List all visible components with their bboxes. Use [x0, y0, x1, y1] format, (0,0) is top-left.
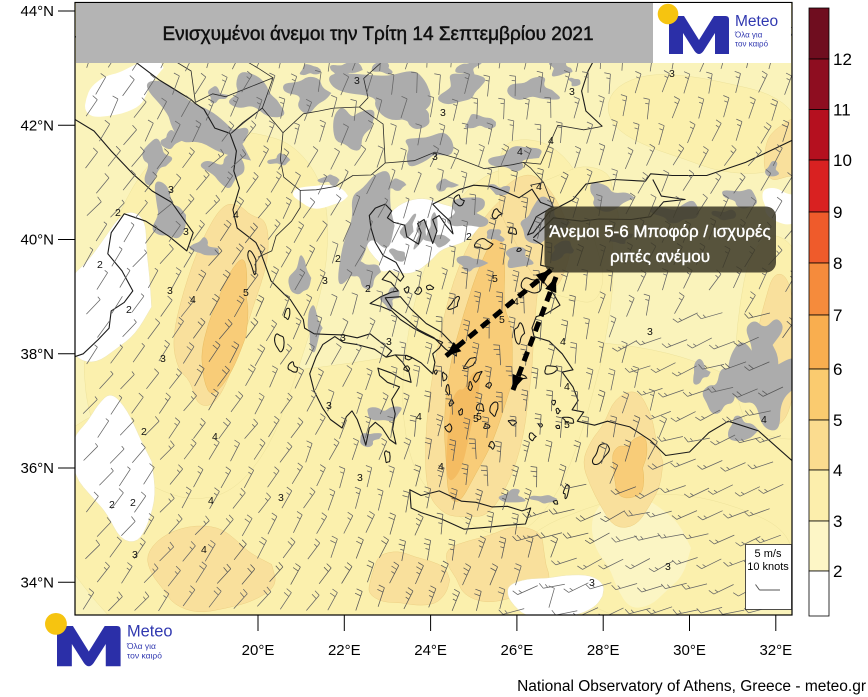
svg-text:3: 3: [354, 75, 360, 87]
svg-text:4: 4: [438, 461, 444, 473]
svg-text:10: 10: [833, 151, 852, 170]
svg-text:8: 8: [833, 254, 842, 273]
svg-text:3: 3: [132, 549, 138, 561]
svg-text:42°N: 42°N: [20, 117, 54, 134]
svg-text:12: 12: [833, 50, 852, 69]
svg-text:10 knots: 10 knots: [747, 561, 789, 573]
svg-text:3: 3: [183, 226, 189, 238]
svg-text:11: 11: [833, 101, 851, 120]
svg-text:32°E: 32°E: [759, 642, 792, 659]
svg-text:5: 5: [243, 287, 249, 299]
svg-text:2: 2: [115, 207, 121, 219]
svg-text:3: 3: [665, 561, 671, 573]
svg-text:National Observatory of Athens: National Observatory of Athens, Greece -…: [517, 678, 866, 695]
svg-text:τον καιρό: τον καιρό: [127, 650, 162, 660]
svg-text:ριπές ανέμου: ριπές ανέμου: [610, 247, 710, 266]
svg-text:2: 2: [833, 562, 842, 581]
svg-text:4: 4: [201, 544, 207, 556]
svg-text:3: 3: [569, 86, 575, 98]
svg-text:4: 4: [212, 431, 218, 443]
svg-text:5: 5: [833, 411, 842, 430]
svg-text:28°E: 28°E: [587, 642, 620, 659]
svg-text:44°N: 44°N: [20, 3, 54, 20]
svg-text:4: 4: [233, 209, 239, 221]
svg-text:22°E: 22°E: [328, 642, 361, 659]
svg-text:3: 3: [357, 472, 363, 484]
svg-text:4: 4: [208, 495, 214, 507]
svg-text:2: 2: [141, 426, 147, 438]
svg-text:2: 2: [109, 499, 115, 511]
svg-text:3: 3: [669, 68, 675, 80]
svg-text:30°E: 30°E: [673, 642, 706, 659]
svg-text:2: 2: [365, 283, 371, 295]
svg-text:5: 5: [492, 273, 498, 285]
svg-text:3: 3: [589, 577, 595, 589]
svg-text:3: 3: [386, 336, 392, 348]
svg-text:3: 3: [322, 275, 328, 287]
svg-text:2: 2: [466, 231, 472, 243]
svg-text:4: 4: [761, 414, 767, 426]
svg-text:Meteo: Meteo: [735, 13, 778, 30]
svg-text:4: 4: [536, 181, 542, 193]
svg-text:3: 3: [340, 332, 346, 344]
svg-text:τον καιρό: τον καιρό: [735, 40, 769, 49]
svg-text:9: 9: [833, 203, 842, 222]
svg-text:4: 4: [416, 411, 422, 423]
svg-text:5: 5: [473, 413, 479, 425]
svg-text:4: 4: [564, 381, 570, 393]
svg-text:3: 3: [278, 492, 284, 504]
svg-text:6: 6: [833, 360, 842, 379]
svg-text:2: 2: [97, 259, 103, 271]
svg-text:20°E: 20°E: [242, 642, 275, 659]
svg-text:26°E: 26°E: [501, 642, 534, 659]
svg-text:2: 2: [126, 304, 132, 316]
svg-text:3: 3: [833, 512, 842, 531]
svg-text:3: 3: [432, 151, 438, 163]
svg-text:3: 3: [167, 285, 173, 297]
svg-text:24°E: 24°E: [414, 642, 447, 659]
svg-text:36°N: 36°N: [20, 460, 54, 477]
svg-text:5 m/s: 5 m/s: [755, 548, 782, 560]
svg-text:3: 3: [326, 400, 332, 412]
svg-text:3: 3: [160, 353, 166, 365]
svg-text:Όλα για: Όλα για: [734, 31, 763, 40]
svg-text:5: 5: [564, 419, 570, 431]
svg-text:7: 7: [833, 306, 842, 325]
svg-text:5: 5: [499, 314, 505, 326]
svg-text:4: 4: [548, 135, 554, 147]
svg-text:Ενισχυμένοι άνεμοι την Τρίτη 1: Ενισχυμένοι άνεμοι την Τρίτη 14 Σεπτεμβρ…: [162, 24, 593, 45]
svg-text:Όλα για: Όλα για: [126, 641, 156, 651]
svg-text:38°N: 38°N: [20, 346, 54, 363]
svg-text:5: 5: [476, 411, 482, 423]
svg-text:Άνεμοι 5-6 Μποφόρ / ισχυρές: Άνεμοι 5-6 Μποφόρ / ισχυρές: [549, 222, 771, 241]
svg-text:2: 2: [130, 497, 136, 509]
svg-text:4: 4: [513, 296, 519, 308]
svg-text:3: 3: [440, 107, 446, 119]
svg-text:4: 4: [833, 461, 842, 480]
svg-text:3: 3: [168, 184, 174, 196]
svg-text:Meteo: Meteo: [127, 623, 173, 641]
svg-text:2: 2: [335, 253, 341, 265]
svg-text:34°N: 34°N: [20, 574, 54, 591]
svg-text:4: 4: [560, 336, 566, 348]
svg-text:40°N: 40°N: [20, 232, 54, 249]
svg-text:4: 4: [517, 146, 523, 158]
svg-text:3: 3: [647, 326, 653, 338]
svg-text:4: 4: [190, 294, 196, 306]
